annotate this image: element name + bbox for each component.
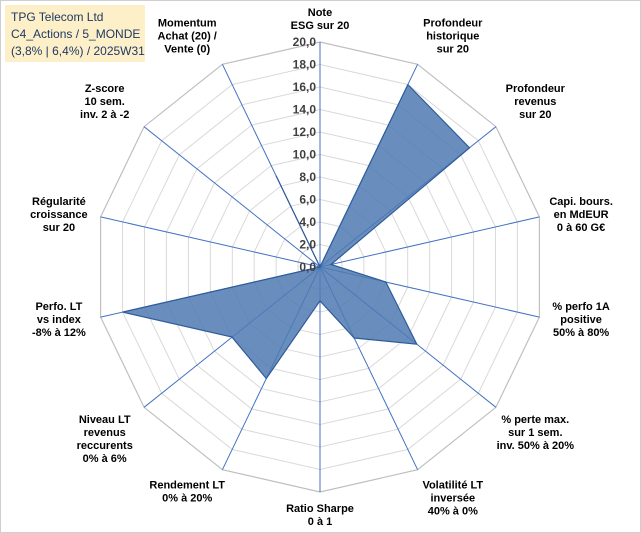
radial-tick-label: 2,0 [299, 238, 316, 252]
company-name: TPG Telecom Ltd [11, 10, 104, 24]
category-label: Perfo. LT vs index -8% à 12% [32, 301, 86, 339]
category-label: Profondeur historique sur 20 [423, 18, 483, 56]
series-area [122, 83, 471, 380]
radial-tick-label: 16,0 [293, 80, 317, 94]
radial-tick-label: 18,0 [293, 58, 317, 72]
category-label: Z-score 10 sem. inv. 2 à -2 [80, 83, 129, 121]
radial-tick-label: 12,0 [293, 125, 317, 139]
category-label: Ratio Sharpe 0 à 1 [286, 503, 354, 528]
category-label: Note ESG sur 20 [291, 7, 350, 32]
axis-spoke [100, 216, 321, 268]
info-box: TPG Telecom Ltd C4_Actions / 5_MONDE (3,… [5, 5, 145, 62]
category-label: Volatilité LT inversée 40% à 0% [422, 480, 483, 518]
radial-tick-label: 20,0 [293, 35, 317, 49]
radial-tick-label: 14,0 [293, 103, 317, 117]
period-label: (3,8% | 6,4%) / 2025W31 [11, 44, 145, 58]
radial-tick-label: 8,0 [299, 170, 316, 184]
category-label: Niveau LT revenus reccurents 0% à 6% [77, 414, 133, 465]
radial-tick-label: 0,0 [299, 260, 316, 274]
category-label: % perte max. sur 1 sem. inv. 50% à 20% [497, 414, 575, 452]
category-label: Momentum Achat (20) / Vente (0) [158, 18, 217, 56]
category-label: Régularité croissance sur 20 [30, 196, 87, 234]
axis-spoke [143, 126, 321, 268]
radial-tick-label: 4,0 [299, 215, 316, 229]
portfolio-label: C4_Actions / 5_MONDE [11, 27, 141, 41]
axis-spoke [319, 216, 540, 268]
radial-tick-label: 6,0 [299, 193, 316, 207]
category-label: Rendement LT 0% à 20% [149, 480, 225, 505]
radial-tick-label: 10,0 [293, 148, 317, 162]
category-label: Capi. bours. en MdEUR 0 à 60 G€ [549, 196, 613, 234]
category-label: % perfo 1A positive 50% à 80% [552, 301, 610, 339]
category-label: Profondeur revenus sur 20 [506, 83, 566, 121]
